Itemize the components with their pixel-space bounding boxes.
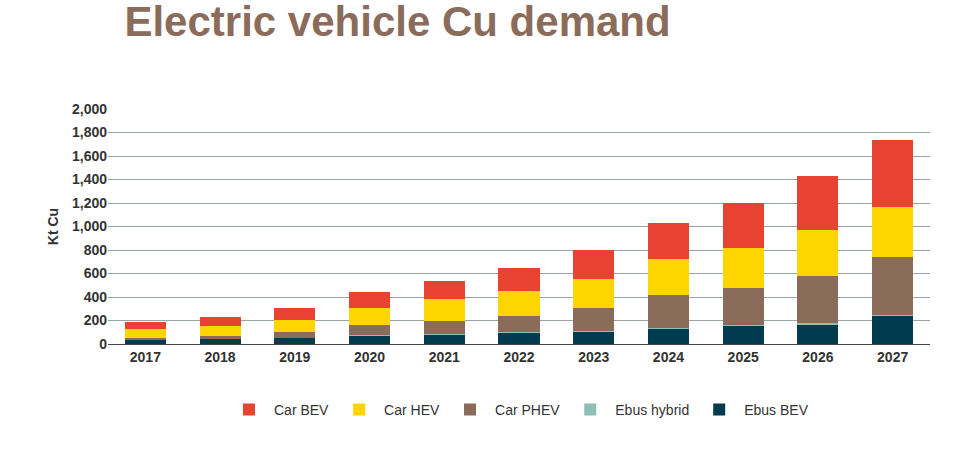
svg-text:2021: 2021 [429,349,460,365]
svg-text:Electric vehicle Cu demand: Electric vehicle Cu demand [124,0,670,45]
svg-text:Car HEV: Car HEV [384,402,440,418]
svg-text:200: 200 [84,312,108,328]
svg-text:2022: 2022 [503,349,534,365]
svg-text:Kt Cu: Kt Cu [45,208,61,245]
svg-text:2017: 2017 [130,349,161,365]
svg-text:1,600: 1,600 [72,148,107,164]
svg-text:800: 800 [84,242,108,258]
svg-text:2024: 2024 [653,349,684,365]
svg-text:2027: 2027 [877,349,908,365]
svg-text:Car PHEV: Car PHEV [495,402,560,418]
svg-text:2,000: 2,000 [72,101,107,117]
svg-text:2025: 2025 [728,349,759,365]
svg-text:2020: 2020 [354,349,385,365]
svg-text:1,000: 1,000 [72,218,107,234]
svg-text:2023: 2023 [578,349,609,365]
svg-text:2019: 2019 [279,349,310,365]
svg-text:400: 400 [84,289,108,305]
svg-text:Ebus hybrid: Ebus hybrid [615,402,689,418]
svg-text:2018: 2018 [205,349,236,365]
svg-text:0: 0 [99,336,107,352]
svg-text:600: 600 [84,265,108,281]
svg-text:1,400: 1,400 [72,171,107,187]
svg-text:Car BEV: Car BEV [274,402,329,418]
svg-text:Ebus BEV: Ebus BEV [744,402,808,418]
svg-text:1,800: 1,800 [72,124,107,140]
svg-text:1,200: 1,200 [72,195,107,211]
svg-text:2026: 2026 [802,349,833,365]
